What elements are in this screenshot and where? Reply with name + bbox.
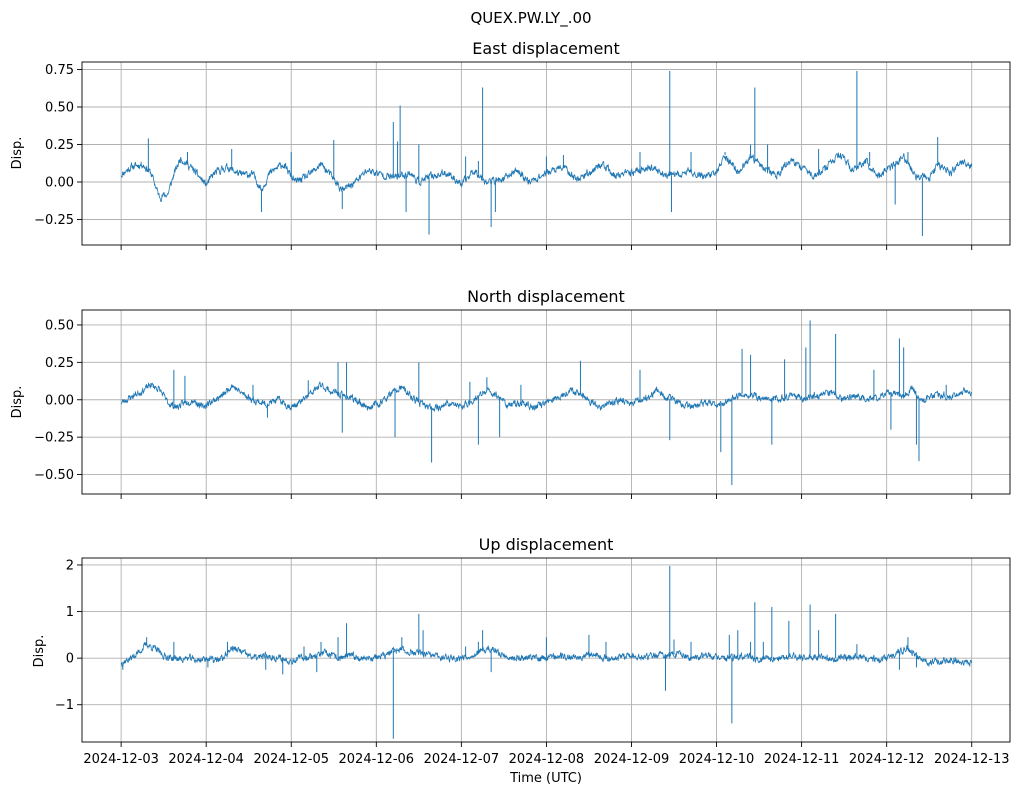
- north-panel-title: North displacement: [467, 287, 625, 306]
- x-tick-label: 2024-12-04: [168, 752, 244, 767]
- x-tick-label: 2024-12-11: [764, 752, 840, 767]
- up-y-tick-label: 1: [66, 605, 74, 620]
- x-tick-label: 2024-12-09: [594, 752, 670, 767]
- up-y-tick-label: 0: [66, 652, 74, 667]
- up-panel: Up displacement Disp. 2 1 0 −1 2024-12-03 202…: [32, 535, 1011, 767]
- figure-suptitle: QUEX.PW.LY_.00: [470, 9, 591, 28]
- east-y-tick-label: 0.00: [45, 176, 74, 191]
- up-panel-title: Up displacement: [479, 535, 614, 554]
- north-axes-frame: [81, 309, 1011, 495]
- x-tick-label: 2024-12-12: [849, 752, 925, 767]
- north-y-tick-label: 0.25: [45, 356, 74, 371]
- east-y-tick-label: 0.75: [45, 63, 74, 78]
- east-axes-frame: [81, 61, 1011, 246]
- x-tick-label: 2024-12-05: [253, 752, 329, 767]
- x-tick-label: 2024-12-06: [339, 752, 415, 767]
- x-tick-label: 2024-12-13: [934, 752, 1010, 767]
- up-displacement-trace: [120, 642, 973, 668]
- north-y-tick-label: 0.50: [45, 318, 74, 333]
- north-y-axis-label: Disp.: [10, 386, 25, 419]
- east-panel: East displacement Disp. 0.75 0.50 0.25 0.00…: [10, 39, 1011, 250]
- north-panel: North displacement Disp. 0.50 0.25 0.00 −0.…: [10, 287, 1011, 499]
- east-panel-title: East displacement: [472, 39, 619, 58]
- north-y-tick-label: 0.00: [45, 393, 74, 408]
- x-tick-label: 2024-12-03: [83, 752, 159, 767]
- up-axes-frame: [81, 557, 1011, 743]
- east-y-tick-label: −0.25: [34, 213, 74, 228]
- x-tick-label: 2024-12-08: [509, 752, 585, 767]
- x-tick-label: 2024-12-07: [424, 752, 500, 767]
- east-y-axis-label: Disp.: [10, 137, 25, 170]
- north-displacement-trace: [121, 381, 973, 412]
- up-y-axis-label: Disp.: [32, 635, 47, 668]
- x-axis-label: Time (UTC): [509, 771, 582, 786]
- up-y-tick-label: 2: [66, 558, 74, 573]
- east-y-tick-label: 0.25: [45, 138, 74, 153]
- up-y-tick-label: −1: [55, 698, 74, 713]
- north-y-tick-label: −0.50: [34, 468, 74, 483]
- x-tick-label: 2024-12-10: [679, 752, 755, 767]
- east-y-tick-label: 0.50: [45, 101, 74, 116]
- north-y-tick-label: −0.25: [34, 431, 74, 446]
